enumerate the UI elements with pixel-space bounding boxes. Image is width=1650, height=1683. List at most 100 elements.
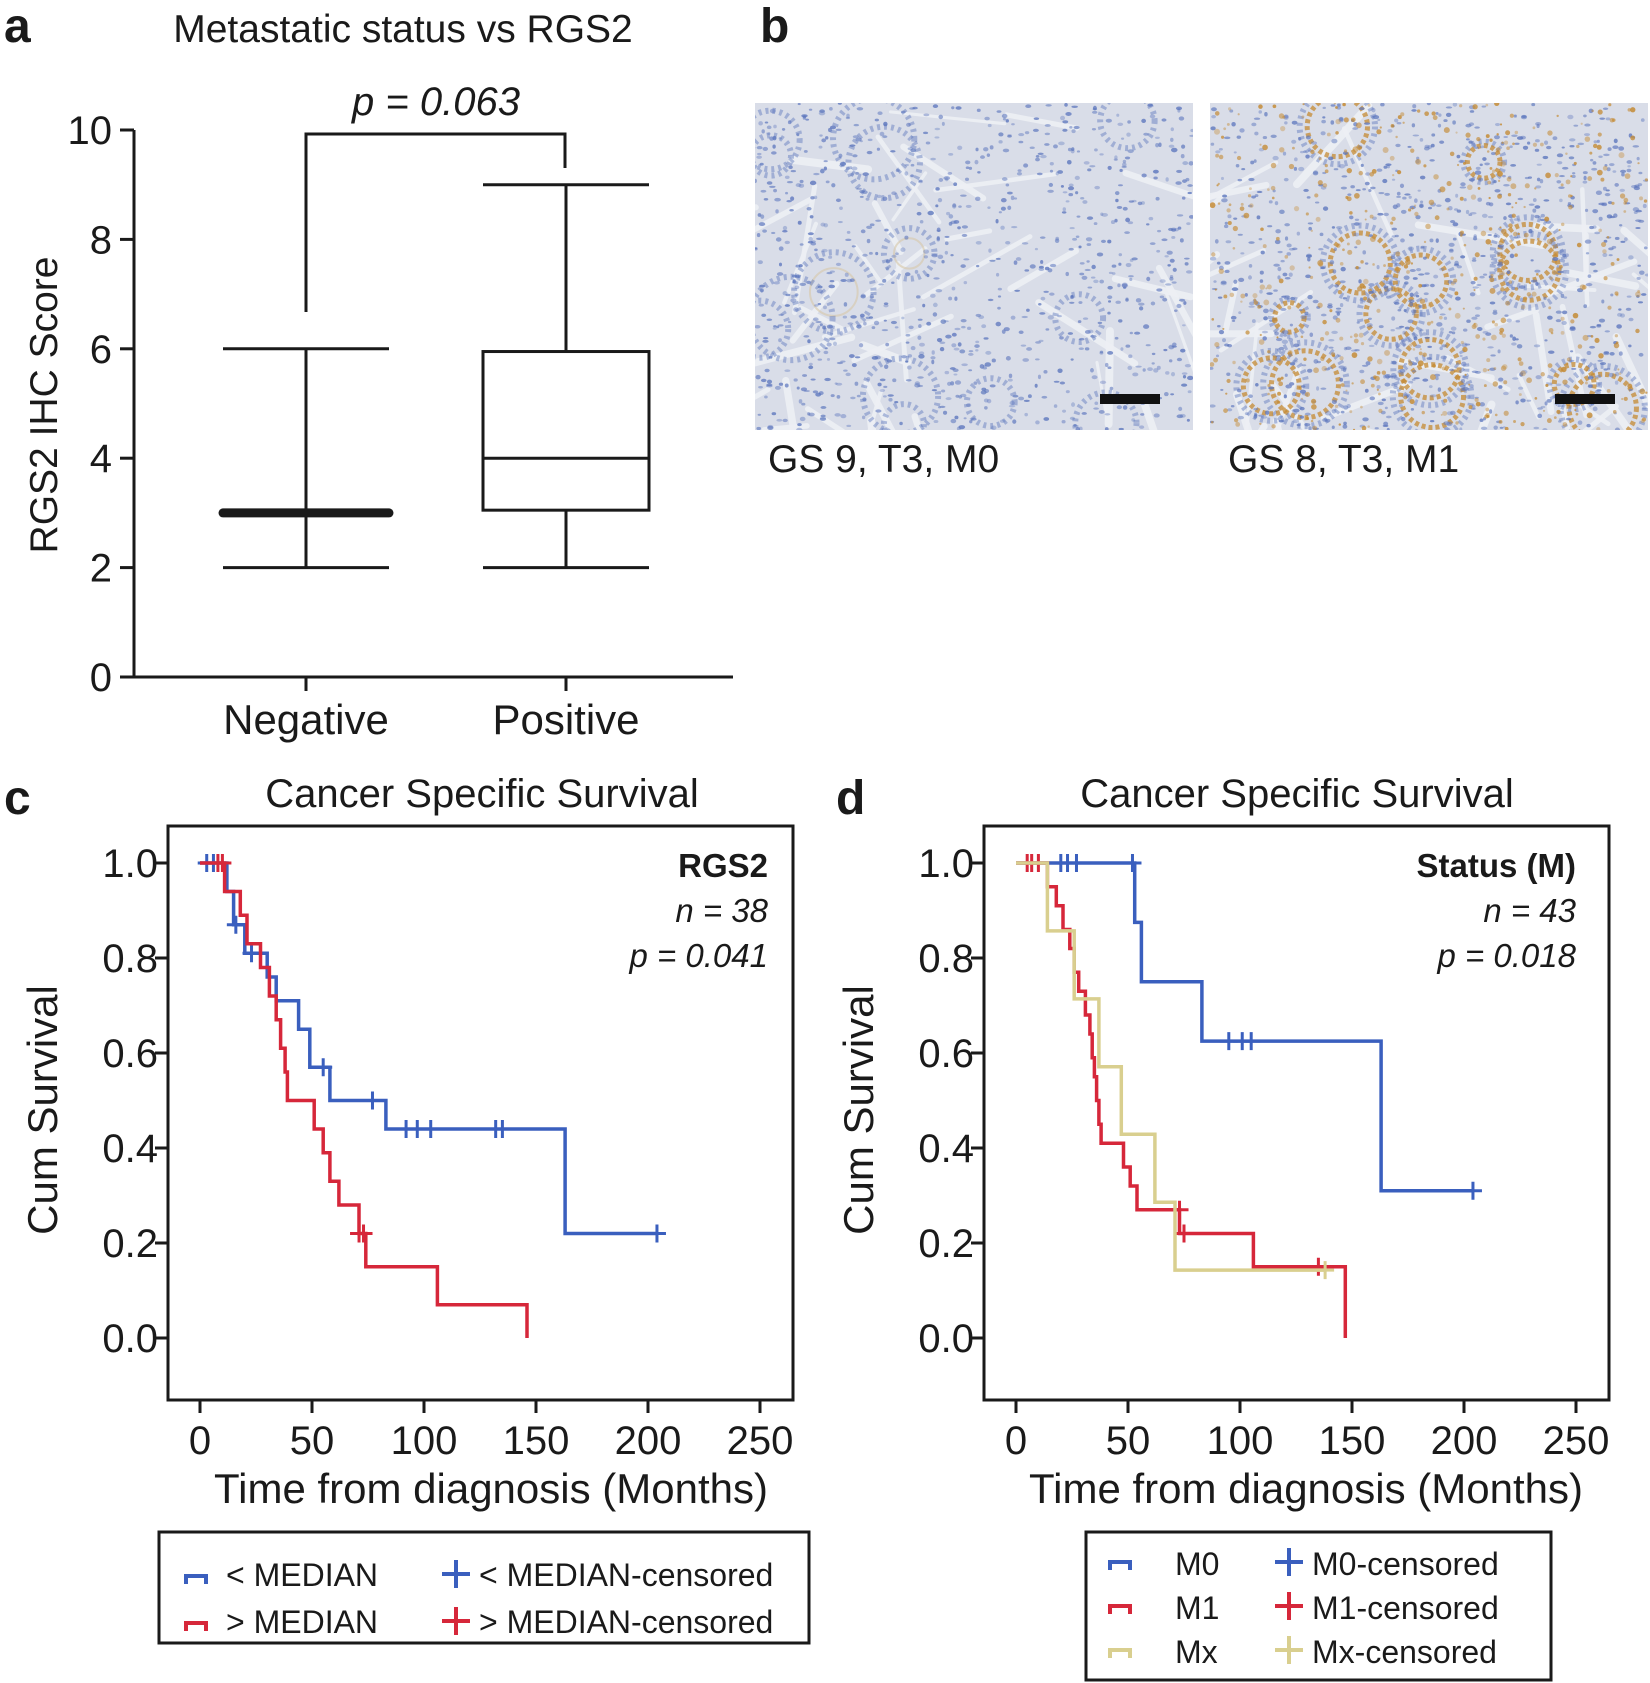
stain-granule [1499, 270, 1505, 277]
legend-cross-m1-censored [1275, 1592, 1303, 1620]
stain-granule [1278, 113, 1285, 119]
nucleus [802, 374, 808, 377]
legend-swatch-mx [1108, 1648, 1132, 1658]
nucleus [1643, 246, 1648, 250]
nucleus [1479, 418, 1484, 422]
stain-granule [1630, 107, 1636, 113]
nucleus [1408, 233, 1414, 237]
nucleus [1536, 177, 1541, 182]
nucleus [778, 313, 785, 316]
censor-mark [493, 1120, 512, 1138]
nucleus [1005, 241, 1011, 245]
nucleus [965, 160, 971, 165]
gland-stain [1464, 143, 1503, 181]
x-tick-label: 0 [1005, 1419, 1027, 1463]
nucleus [866, 238, 871, 244]
stain-granule [1573, 161, 1577, 165]
nucleus [1391, 316, 1396, 321]
nucleus [1443, 119, 1448, 123]
gland-faint-stain [808, 267, 859, 317]
stain-granule [1279, 147, 1285, 153]
nucleus [917, 318, 923, 321]
nucleus [859, 140, 863, 143]
nucleus [1109, 386, 1114, 391]
nucleus [1403, 308, 1407, 313]
stain-granule [1355, 122, 1362, 129]
nucleus [808, 108, 813, 111]
nucleus [1044, 124, 1051, 127]
x-tick-label: 100 [1207, 1419, 1274, 1463]
nucleus [796, 427, 803, 430]
censor-mark [1242, 1032, 1261, 1051]
nucleus [1471, 370, 1479, 374]
stain-granule [1505, 300, 1511, 306]
gland-outline [1390, 329, 1470, 409]
nucleus [1570, 350, 1574, 353]
stain-granule [1335, 131, 1339, 135]
nucleus [1333, 168, 1339, 171]
nucleus [773, 281, 780, 285]
nucleus [1078, 245, 1082, 249]
nucleus [1513, 114, 1517, 117]
nucleus [1424, 272, 1430, 275]
stain-granule [1596, 144, 1602, 150]
nucleus [1210, 126, 1216, 131]
panel-letter-c: c [4, 772, 31, 825]
nucleus [826, 271, 833, 275]
censor-mark [1463, 1181, 1482, 1200]
nucleus [1312, 427, 1319, 430]
nucleus [1639, 270, 1645, 275]
stain-granule [1465, 132, 1471, 138]
nucleus [1107, 285, 1113, 290]
stain-granule [1582, 284, 1587, 290]
nucleus [1007, 134, 1012, 138]
y-tick-label: 0.2 [102, 1222, 158, 1266]
nucleus [1543, 296, 1547, 301]
nucleus [1078, 301, 1083, 304]
nucleus [958, 425, 966, 430]
stain-granule [1498, 419, 1503, 424]
nucleus [1169, 276, 1174, 281]
nucleus [869, 294, 874, 299]
nucleus [1217, 325, 1221, 328]
nucleus [975, 196, 981, 201]
nucleus [1072, 237, 1078, 241]
nucleus [766, 384, 773, 388]
nucleus [797, 103, 801, 106]
stain-granule [1345, 389, 1348, 392]
nucleus [1534, 205, 1541, 209]
stain-granule [1367, 356, 1373, 362]
stain-granule [1616, 258, 1620, 262]
stain-granule [1497, 179, 1501, 182]
nucleus [1159, 279, 1166, 283]
stain-granule [1635, 328, 1640, 334]
nucleus [1526, 399, 1532, 402]
nucleus [1378, 191, 1385, 195]
nucleus [758, 121, 763, 126]
nucleus [1608, 247, 1614, 251]
stroma-fiber [863, 380, 896, 430]
nucleus [1024, 412, 1028, 417]
nucleus [831, 183, 836, 188]
nucleus [930, 293, 936, 298]
nucleus [1068, 193, 1074, 197]
stain-granule [1253, 300, 1259, 305]
nucleus [1010, 315, 1016, 320]
nucleus [1283, 177, 1289, 182]
nucleus [769, 185, 776, 188]
nucleus [879, 378, 886, 382]
nucleus [1081, 412, 1087, 415]
nucleus [948, 152, 954, 156]
stain-granule [1467, 184, 1473, 190]
stain-granule [1613, 342, 1620, 349]
nucleus [1427, 345, 1432, 348]
nucleus [1352, 127, 1359, 130]
nucleus [1061, 420, 1066, 424]
stroma-fiber [895, 260, 909, 383]
stain-granule [1348, 289, 1352, 292]
nucleus [1113, 158, 1118, 161]
y-tick-label: 0.4 [918, 1127, 974, 1171]
nucleus [1303, 188, 1309, 192]
stain-granule [1492, 381, 1499, 387]
stain-granule [1584, 136, 1591, 142]
